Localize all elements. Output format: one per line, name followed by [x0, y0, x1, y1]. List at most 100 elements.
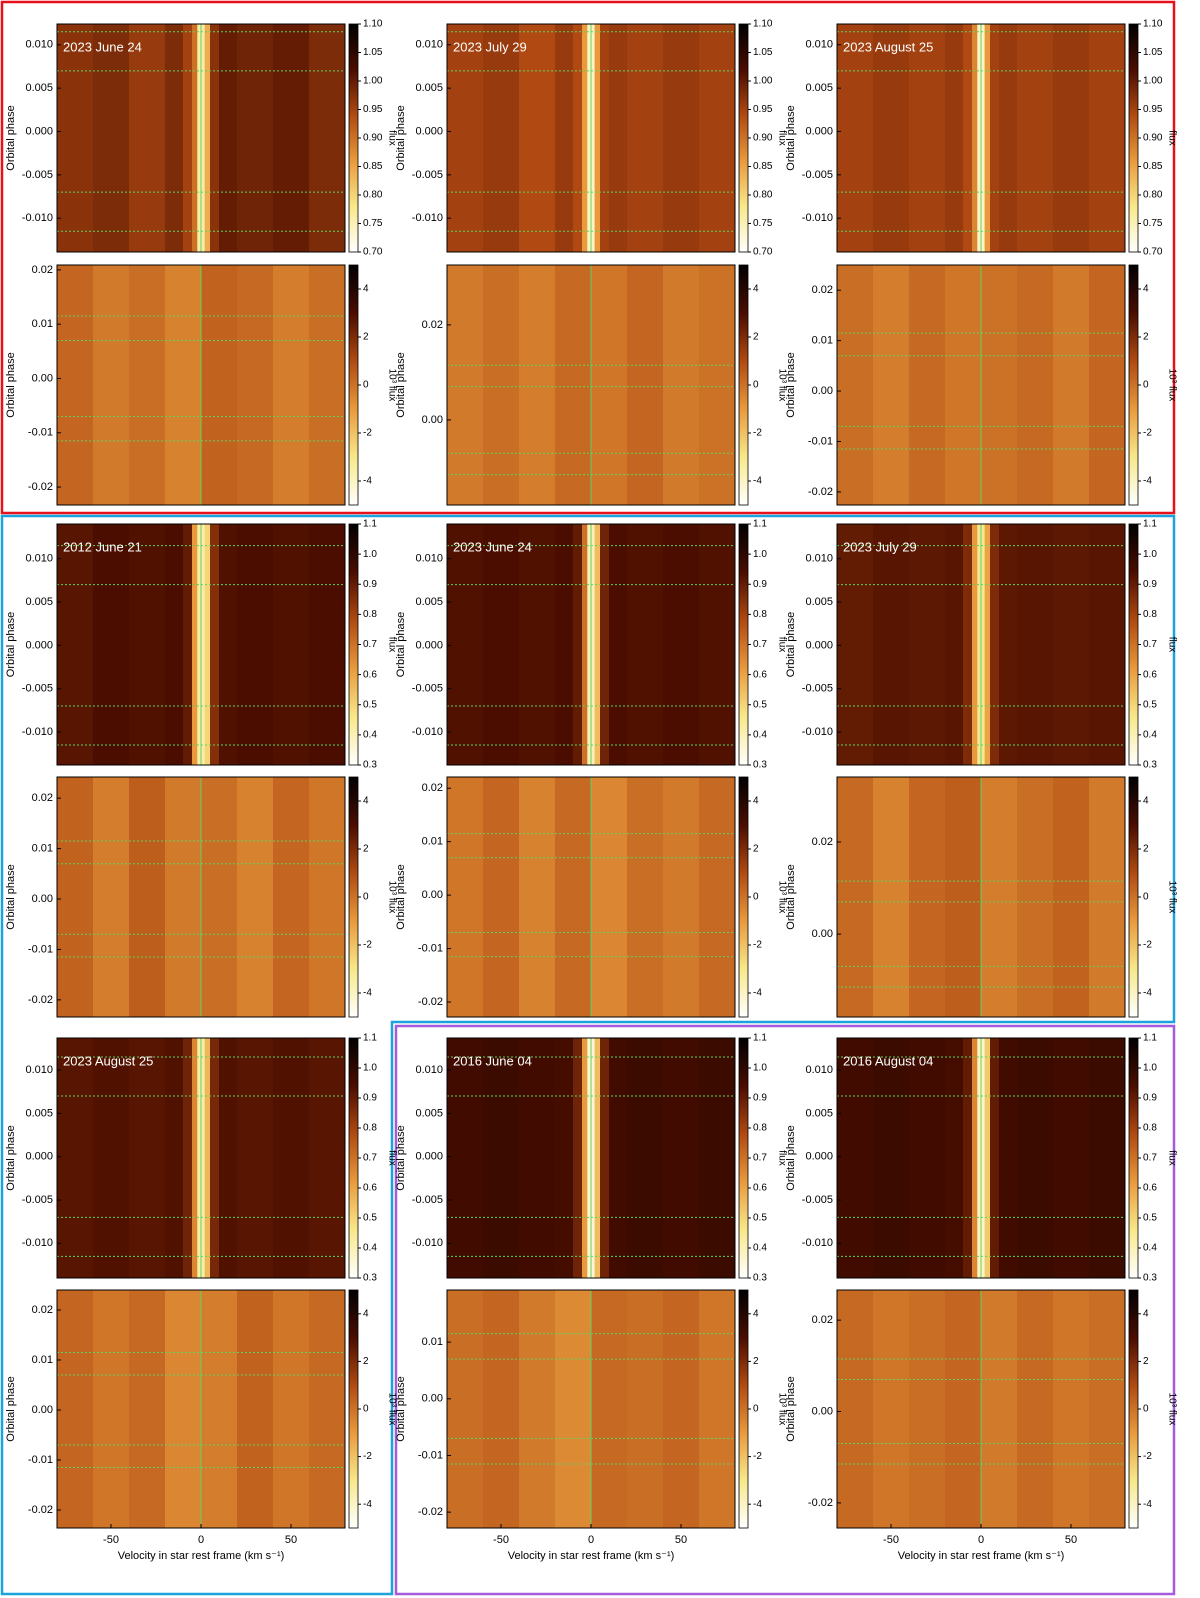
- y-tick-label: -0.01: [28, 943, 53, 955]
- colorbar-tick-label: 0.75: [1143, 218, 1163, 229]
- y-tick-label: -0.010: [412, 212, 443, 224]
- colorbar: [348, 776, 359, 1018]
- colorbar-tick-label: 0.80: [1143, 190, 1163, 201]
- y-axis-label: Orbital phase: [395, 1376, 407, 1441]
- purple-frame: [394, 1024, 1176, 1596]
- colorbar-tick-label: 0.9: [753, 1093, 767, 1104]
- y-axis-label: Orbital phase: [785, 1376, 797, 1441]
- y-tick-label: -0.010: [22, 726, 53, 738]
- colorbar: [738, 776, 749, 1018]
- heatmap-cell: [963, 1038, 972, 1278]
- colorbar-tick-label: -2: [753, 428, 762, 439]
- heatmap-cell: [237, 1038, 273, 1278]
- heatmap-cell: [837, 1038, 873, 1278]
- y-axis-label: Orbital phase: [395, 1125, 407, 1190]
- y-axis-label: Orbital phase: [395, 864, 407, 929]
- colorbar-tick-label: 0.3: [363, 1273, 377, 1284]
- colorbar-tick-label: 0.8: [753, 609, 767, 620]
- colorbar-tick-label: -2: [363, 428, 372, 439]
- heatmap-cell: [447, 1290, 483, 1528]
- heatmap-cell: [582, 24, 588, 252]
- panel-title: 2012 June 21: [63, 539, 142, 554]
- colorbar-tick-label: 0.9: [363, 1093, 377, 1104]
- colorbar-tick-label: 0.6: [363, 669, 377, 680]
- y-tick-label: 0.01: [32, 1354, 53, 1366]
- heatmap-cell: [972, 1038, 978, 1278]
- heatmap-cell: [573, 524, 582, 765]
- heatmap-cell: [1017, 24, 1053, 252]
- heatmap-cell: [309, 24, 345, 252]
- heatmap-cell: [192, 24, 198, 252]
- heatmap-cell: [1089, 24, 1125, 252]
- heatmap-cell: [93, 265, 129, 505]
- colorbar-tick-label: 0.70: [753, 247, 773, 258]
- y-tick-label: 0.00: [422, 1393, 443, 1405]
- heatmap-cell: [582, 1038, 588, 1278]
- heatmap-cell: [627, 1038, 663, 1278]
- colorbar-label: flux: [386, 637, 397, 653]
- colorbar-tick-label: 0.95: [753, 104, 773, 115]
- colorbar: [1128, 1289, 1139, 1529]
- heatmap-cell: [873, 265, 909, 505]
- y-tick-label: 0.010: [805, 39, 833, 51]
- y-tick-label: 0.000: [415, 1151, 443, 1163]
- y-tick-label: 0.005: [805, 596, 833, 608]
- y-tick-label: 0.000: [805, 1151, 833, 1163]
- y-tick-label: 0.010: [805, 553, 833, 565]
- heatmap-cell: [981, 265, 1017, 505]
- heatmap-cell: [57, 1290, 93, 1528]
- colorbar-tick-label: 2: [363, 1356, 369, 1367]
- heatmap-cell: [909, 1038, 945, 1278]
- heatmap-cell: [237, 24, 273, 252]
- y-tick-label: 0.00: [812, 1405, 833, 1417]
- colorbar-tick-label: 0.8: [363, 609, 377, 620]
- colorbar-tick-label: 0.3: [753, 760, 767, 771]
- colorbar-tick-label: 2: [1143, 1356, 1149, 1367]
- heatmap-cell: [519, 1290, 555, 1528]
- y-axis-label: Orbital phase: [5, 1376, 17, 1441]
- y-tick-label: -0.005: [802, 169, 833, 181]
- heatmap-cell: [483, 1290, 519, 1528]
- heatmap-cell: [591, 777, 627, 1017]
- heatmap-cell: [972, 24, 978, 252]
- colorbar-tick-label: 0: [753, 1404, 759, 1415]
- colorbar-tick-label: 0.85: [1143, 161, 1163, 172]
- colorbar-tick-label: -2: [753, 940, 762, 951]
- heatmap-cell: [1053, 524, 1089, 765]
- colorbar-tick-label: 0.85: [363, 161, 383, 172]
- colorbar-tick-label: 0.7: [753, 639, 767, 650]
- colorbar-tick-label: -4: [1143, 1499, 1152, 1510]
- y-tick-label: 0.005: [805, 82, 833, 94]
- colorbar-tick-label: 0: [753, 380, 759, 391]
- heatmap-cell: [93, 1038, 129, 1278]
- heatmap-cell: [663, 524, 699, 765]
- colorbar-tick-label: 0.7: [1143, 639, 1157, 650]
- heatmap-cell: [999, 1038, 1017, 1278]
- red-frame: [0, 0, 1176, 515]
- y-tick-label: 0.02: [812, 836, 833, 848]
- colorbar-label: flux: [1166, 1150, 1177, 1166]
- heatmap-cell: [945, 24, 963, 252]
- heatmap-cell: [165, 24, 183, 252]
- heatmap-cell: [1017, 777, 1053, 1017]
- y-tick-label: -0.010: [22, 1237, 53, 1249]
- y-tick-label: 0.005: [25, 82, 53, 94]
- y-axis-label: Orbital phase: [785, 1125, 797, 1190]
- colorbar-tick-label: 1.1: [363, 519, 377, 530]
- heatmap-cell: [837, 24, 873, 252]
- x-tick-label: 50: [1065, 1534, 1077, 1546]
- y-tick-label: 0.000: [805, 639, 833, 651]
- colorbar-tick-label: 1.00: [363, 76, 383, 87]
- heatmap-cell: [555, 1290, 591, 1528]
- colorbar-tick-label: 4: [753, 284, 759, 295]
- y-tick-label: 0.02: [812, 1314, 833, 1326]
- y-tick-label: -0.010: [802, 212, 833, 224]
- heatmap-cell: [447, 1038, 483, 1278]
- colorbar-tick-label: 1.05: [753, 47, 773, 58]
- y-tick-label: 0.000: [805, 125, 833, 137]
- heatmap-cell: [1017, 524, 1053, 765]
- colorbar-tick-label: 0.4: [1143, 1243, 1157, 1254]
- colorbar-tick-label: 0.7: [363, 1153, 377, 1164]
- panel-title: 2023 July 29: [843, 539, 917, 554]
- colorbar-tick-label: -4: [363, 476, 372, 487]
